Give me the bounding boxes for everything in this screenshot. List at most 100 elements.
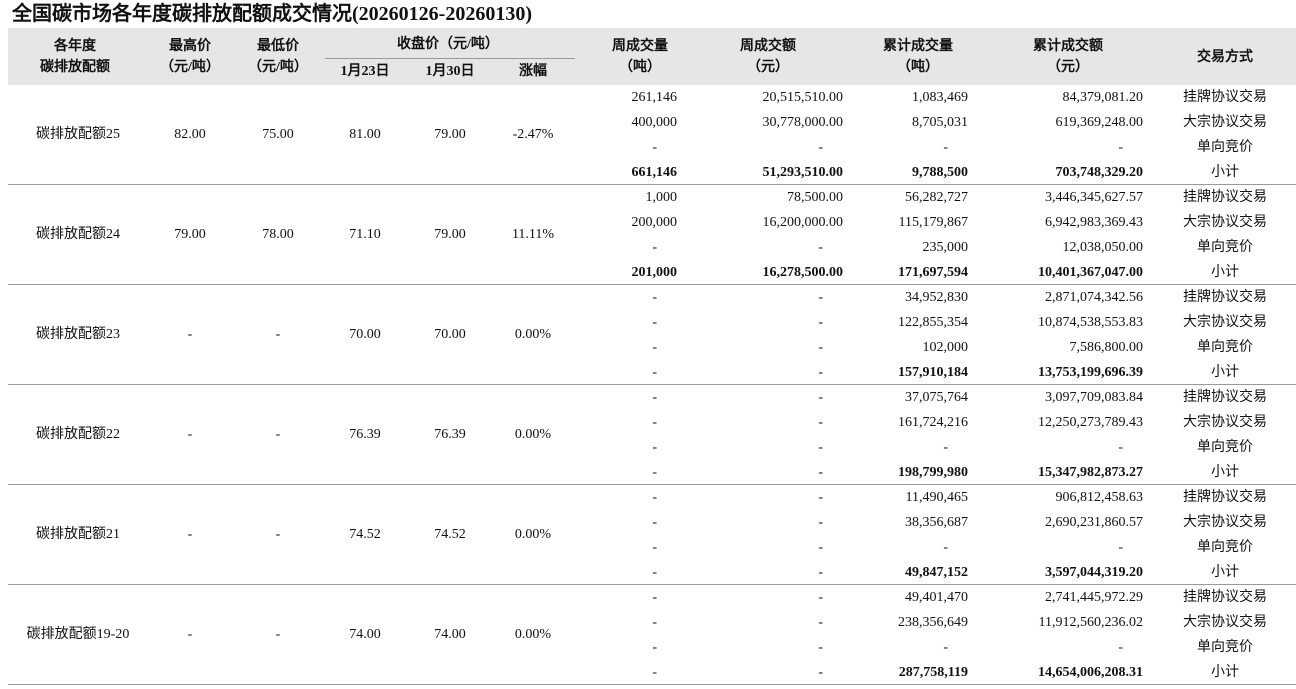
cell: -	[818, 239, 823, 255]
header-label: 1月23日	[340, 64, 390, 79]
cell: 79.00	[434, 227, 466, 242]
method-label: 大宗协议交易	[1183, 614, 1267, 630]
method-label: 小计	[1211, 664, 1239, 680]
cell: -	[652, 464, 657, 480]
cell: 78,500.00	[787, 189, 843, 205]
cell: -	[652, 589, 657, 605]
cell: 74.52	[349, 527, 381, 542]
header-label: 累计成交额	[1033, 39, 1103, 54]
cell: 70.00	[434, 327, 466, 342]
cell: -	[818, 339, 823, 355]
method-label: 大宗协议交易	[1183, 414, 1267, 430]
cell: 16,200,000.00	[762, 214, 844, 230]
cell: 287,758,119	[898, 664, 968, 680]
cell: -	[652, 314, 657, 330]
header-label: （元）	[1047, 60, 1089, 75]
cell: -	[818, 539, 823, 555]
cell: -	[652, 539, 657, 555]
cell: -	[652, 239, 657, 255]
cell: 2,690,231,860.57	[1045, 514, 1143, 530]
cell: -	[652, 614, 657, 630]
cell: -	[1118, 439, 1123, 455]
cell: 703,748,329.20	[1055, 164, 1144, 180]
group-divider	[8, 284, 1296, 285]
cell: 0.00%	[514, 627, 552, 642]
cell: -	[943, 439, 948, 455]
cell: 235,000	[922, 239, 969, 255]
method-label: 单向竞价	[1197, 139, 1253, 155]
cell: 11,912,560,236.02	[1038, 614, 1143, 630]
cell: -	[818, 564, 823, 580]
method-label: 小计	[1211, 264, 1239, 280]
header-label: 最高价	[169, 39, 211, 54]
cell: 16,278,500.00	[762, 264, 844, 280]
cell: -	[652, 564, 657, 580]
cell: 9,788,500	[912, 164, 968, 180]
cell: -	[275, 327, 281, 342]
cell: 12,250,273,789.43	[1038, 414, 1143, 430]
row-name: 碳排放配额21	[36, 527, 120, 542]
method-label: 挂牌协议交易	[1183, 589, 1267, 605]
cell: -	[1118, 139, 1123, 155]
cell: 74.00	[349, 627, 381, 642]
cell: 74.00	[434, 627, 466, 642]
cell: -	[187, 327, 193, 342]
cell: -	[818, 664, 823, 680]
cell: 30,778,000.00	[762, 114, 844, 130]
cell: 81.00	[349, 127, 381, 142]
cell: -	[1118, 639, 1123, 655]
header-label: （元/吨）	[160, 60, 220, 75]
group-divider	[8, 184, 1296, 185]
cell: -	[187, 627, 193, 642]
row-name: 碳排放配额22	[36, 427, 120, 442]
cell: 11.11%	[511, 227, 555, 242]
cell: 201,000	[631, 264, 678, 280]
header-label: 周成交量	[612, 39, 668, 54]
method-label: 单向竞价	[1197, 539, 1253, 555]
cell: -	[943, 539, 948, 555]
cell: -	[818, 464, 823, 480]
header-label: （元/吨）	[248, 60, 308, 75]
method-label: 小计	[1211, 564, 1239, 580]
header-label: 周成交额	[740, 39, 796, 54]
cell: -	[652, 389, 657, 405]
cell: 261,146	[631, 89, 678, 105]
cell: -	[818, 589, 823, 605]
header-label: 涨幅	[519, 64, 547, 79]
cell: 8,705,031	[912, 114, 968, 130]
cell: -	[652, 289, 657, 305]
cell: 79.00	[174, 227, 206, 242]
cell: 76.39	[349, 427, 381, 442]
cell: 10,874,538,553.83	[1038, 314, 1143, 330]
cell: 619,369,248.00	[1055, 114, 1144, 130]
cell: 15,347,982,873.27	[1038, 464, 1143, 480]
method-label: 小计	[1211, 464, 1239, 480]
row-name: 碳排放配额24	[36, 227, 120, 242]
cell: 0.00%	[514, 527, 552, 542]
cell: 70.00	[349, 327, 381, 342]
cell: 3,446,345,627.57	[1045, 189, 1143, 205]
cell: 122,855,354	[898, 314, 968, 330]
table-title: 全国碳市场各年度碳排放配额成交情况(20260126-20260130)	[12, 3, 532, 25]
cell: -	[818, 289, 823, 305]
cell: -	[818, 439, 823, 455]
cell: 38,356,687	[905, 514, 968, 530]
cell: 56,282,727	[905, 189, 968, 205]
header-label: （元）	[747, 60, 789, 75]
method-label: 大宗协议交易	[1183, 114, 1267, 130]
method-label: 单向竞价	[1197, 239, 1253, 255]
cell: 7,586,800.00	[1069, 339, 1144, 355]
cell: 198,799,980	[898, 464, 968, 480]
cell: 51,293,510.00	[762, 164, 844, 180]
cell: 0.00%	[514, 327, 552, 342]
cell: 49,401,470	[905, 589, 968, 605]
cell: -	[818, 489, 823, 505]
method-label: 单向竞价	[1197, 439, 1253, 455]
cell: 20,515,510.00	[762, 89, 844, 105]
method-label: 大宗协议交易	[1183, 214, 1267, 230]
header-rule	[325, 58, 575, 59]
cell: 157,910,184	[898, 364, 968, 380]
method-label: 小计	[1211, 164, 1239, 180]
cell: 3,097,709,083.84	[1045, 389, 1143, 405]
cell: 161,724,216	[898, 414, 968, 430]
